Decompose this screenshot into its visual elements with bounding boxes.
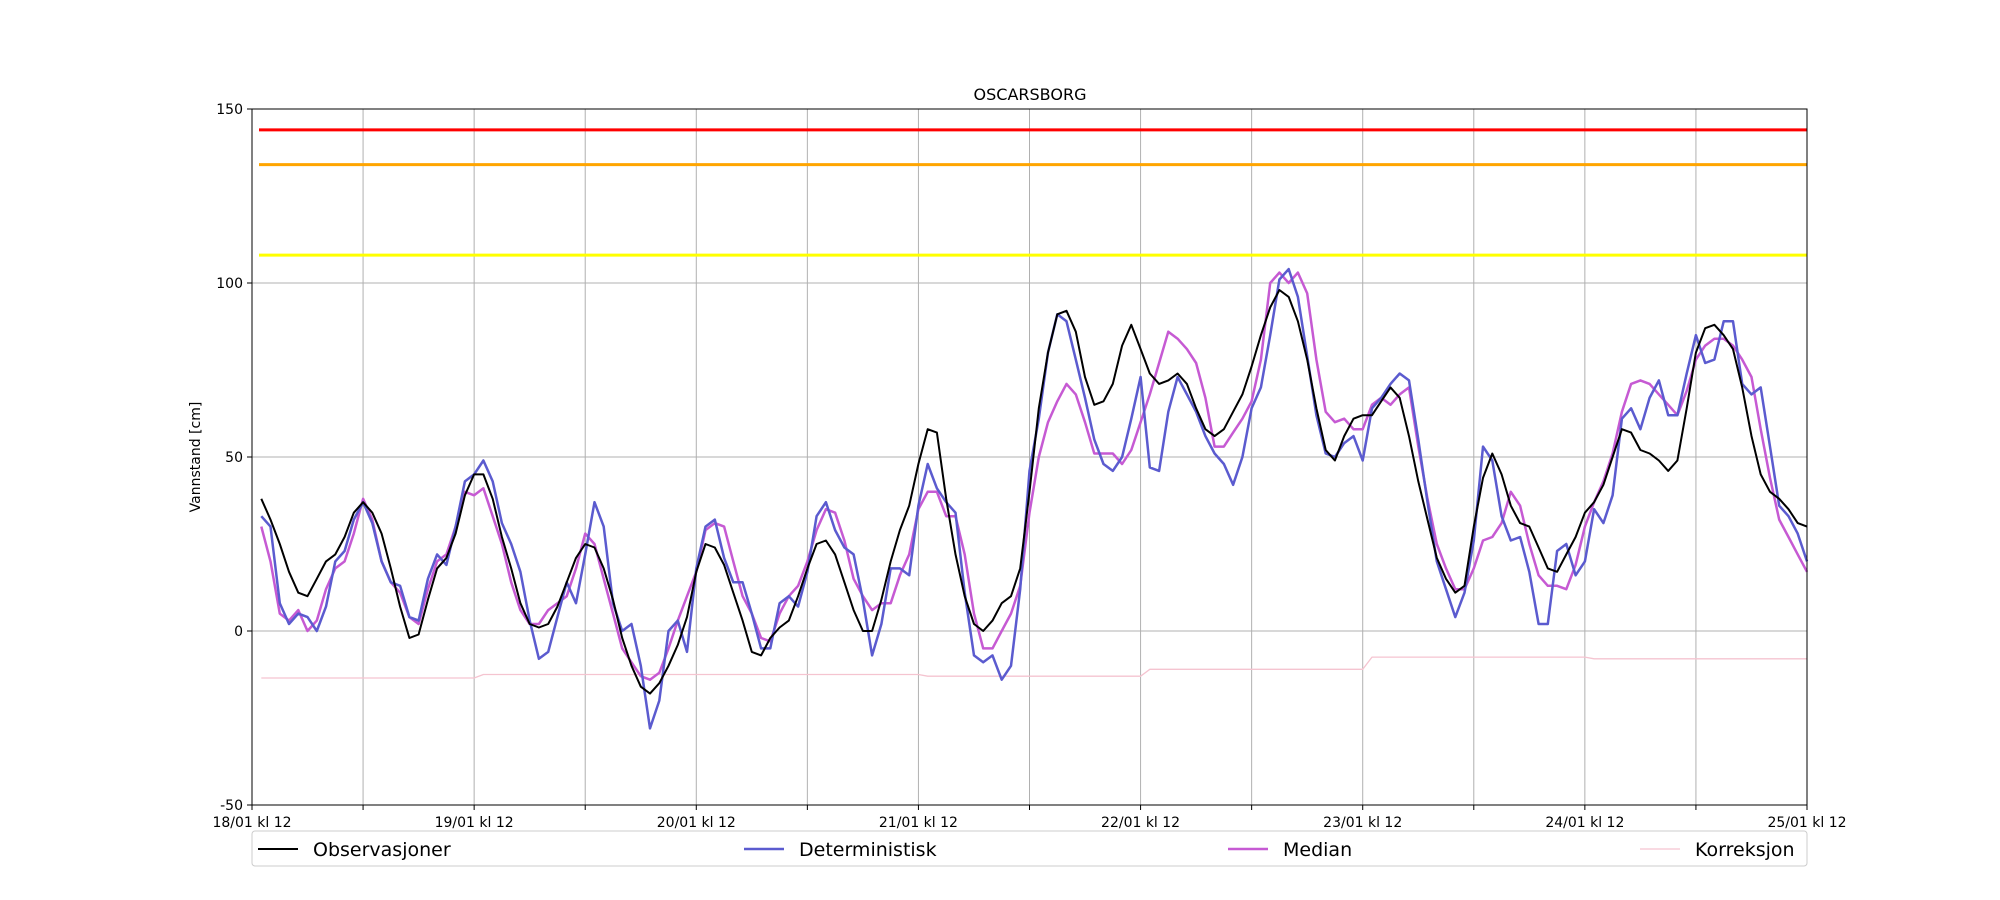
x-tick-label: 24/01 kl 12: [1545, 815, 1624, 831]
x-tick-label: 20/01 kl 12: [657, 815, 736, 831]
x-tick-label: 23/01 kl 12: [1323, 815, 1402, 831]
x-tick-label: 25/01 kl 12: [1767, 815, 1846, 831]
legend-label: Deterministisk: [799, 839, 937, 861]
legend-label: Korreksjon: [1695, 839, 1795, 861]
axis-ticks: -50 0 50 100 150 18/01 kl 12 19/01 kl 12 20/01 …: [212, 102, 1846, 831]
threshold-lines: [259, 128, 1807, 257]
y-tick-label: -50: [220, 798, 243, 814]
x-tick-label: 21/01 kl 12: [879, 815, 958, 831]
legend-box: [251, 830, 1808, 867]
series-median-line: [260, 271, 1809, 681]
y-axis-label: Vannstand [cm]: [188, 402, 204, 513]
chart-title: OSCARSBORG: [974, 85, 1087, 104]
series-observasjoner-line: [260, 289, 1808, 695]
y-tick-label: 150: [216, 102, 243, 118]
legend: Observasjoner Deterministisk Median Korreks…: [251, 830, 1808, 867]
y-tick-label: 0: [234, 624, 243, 640]
legend-label: Median: [1283, 839, 1352, 861]
y-tick-label: 50: [225, 450, 243, 466]
x-tick-label: 22/01 kl 12: [1101, 815, 1180, 831]
series-korreksjon-line: [261, 656, 1807, 679]
x-tick-label: 18/01 kl 12: [212, 815, 291, 831]
legend-label: Observasjoner: [313, 839, 451, 861]
x-tick-label: 19/01 kl 12: [435, 815, 514, 831]
y-tick-label: 100: [216, 276, 243, 292]
series-lines: [260, 267, 1809, 730]
